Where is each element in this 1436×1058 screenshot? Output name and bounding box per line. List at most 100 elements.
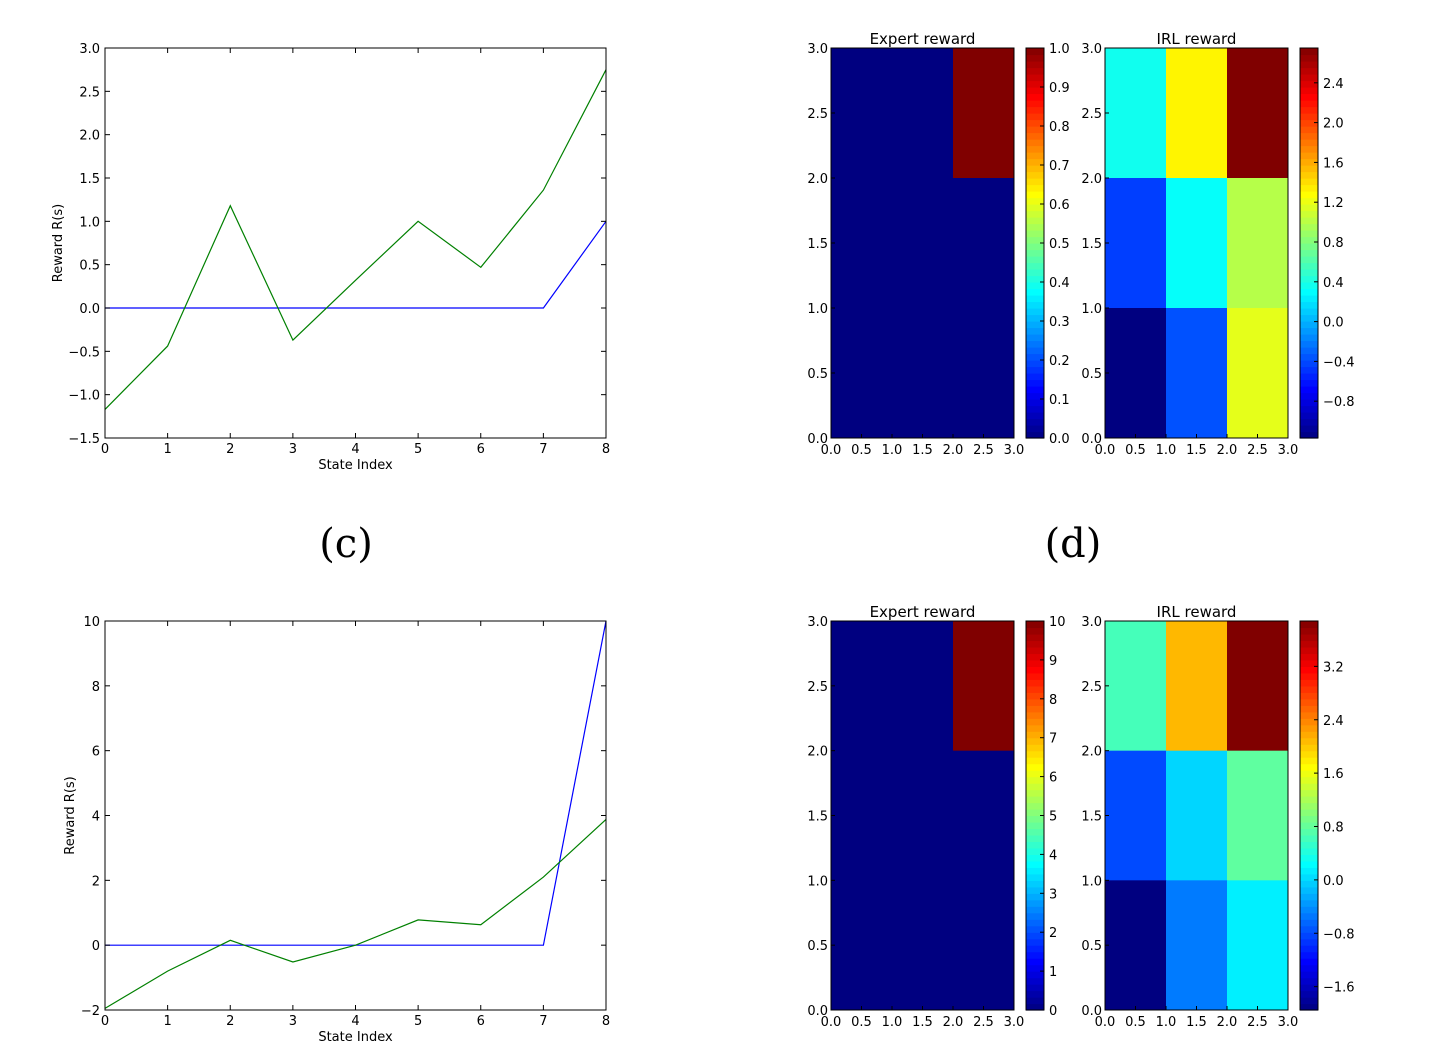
x-tick-label: 0.0 bbox=[1095, 443, 1116, 458]
heatmap-cell bbox=[831, 880, 893, 1011]
colorbar-tick-label: 0.5 bbox=[1049, 237, 1070, 252]
colorbar-segment bbox=[1026, 74, 1044, 82]
colorbar-segment bbox=[1026, 87, 1044, 95]
plot-frame bbox=[104, 620, 607, 1011]
heatmap-cell bbox=[1166, 178, 1228, 309]
colorbar-segment bbox=[1026, 744, 1044, 752]
colorbar-segment bbox=[1026, 893, 1044, 901]
colorbar-segment bbox=[1026, 867, 1044, 875]
colorbar-segment bbox=[1026, 373, 1044, 381]
colorbar-segment bbox=[1300, 938, 1318, 946]
colorbar-segment bbox=[1300, 841, 1318, 849]
heatmap-cell bbox=[1166, 48, 1228, 179]
colorbar-segment bbox=[1026, 48, 1044, 56]
x-tick-label: 0.5 bbox=[1125, 1015, 1146, 1030]
colorbar-segment bbox=[1026, 275, 1044, 283]
heatmap-cell bbox=[1227, 178, 1289, 309]
colorbar-segment bbox=[1026, 828, 1044, 836]
x-tick-label: 5 bbox=[414, 1014, 422, 1029]
colorbar-segment bbox=[1026, 757, 1044, 765]
colorbar-segment bbox=[1300, 275, 1318, 283]
colorbar-tick-label: 2.4 bbox=[1323, 77, 1344, 92]
colorbar-segment bbox=[1026, 705, 1044, 713]
colorbar-segment bbox=[1300, 809, 1318, 817]
colorbar-tick-label: 0.0 bbox=[1323, 316, 1344, 331]
x-tick-label: 2 bbox=[226, 1014, 234, 1029]
colorbar-tick-label: −1.6 bbox=[1323, 981, 1355, 996]
heatmap-cell bbox=[831, 621, 893, 752]
colorbar-segment bbox=[1300, 633, 1318, 642]
colorbar-segment bbox=[1026, 841, 1044, 849]
y-tick-label: −1.0 bbox=[68, 389, 100, 404]
heatmap-expert-bottom: Expert reward 0.0 0.5 1.0 1.5 2.0 2.5 3.0 0.0 0.5… bbox=[807, 603, 1065, 1030]
heatmap-cell bbox=[1227, 48, 1289, 179]
y-tick-label: 2.5 bbox=[1081, 680, 1102, 695]
colorbar-segment bbox=[1026, 340, 1044, 348]
series-line-1 bbox=[104, 69, 607, 410]
colorbar-segment bbox=[1300, 731, 1318, 739]
heatmap-cell bbox=[1105, 621, 1167, 752]
heatmap-cell bbox=[892, 750, 954, 881]
colorbar-segment bbox=[1026, 178, 1044, 186]
colorbar-segment bbox=[1300, 405, 1318, 413]
colorbar-segment bbox=[1026, 119, 1044, 127]
colorbar-segment bbox=[1300, 54, 1318, 62]
x-tick-label: 0 bbox=[101, 442, 109, 457]
y-tick-label: 2.0 bbox=[807, 172, 828, 187]
colorbar-segment bbox=[1026, 295, 1044, 303]
colorbar-segment bbox=[1300, 990, 1318, 998]
colorbar-tick-label: −0.8 bbox=[1323, 927, 1355, 942]
y-tick-label: 0.0 bbox=[1081, 1004, 1102, 1019]
x-tick-label: 6 bbox=[477, 442, 485, 457]
heatmap-cell bbox=[1227, 750, 1289, 881]
colorbar-segment bbox=[1300, 165, 1318, 173]
colorbar-segment bbox=[1026, 80, 1044, 88]
colorbar-tick-label: 1 bbox=[1049, 965, 1057, 980]
x-tick-label: 2.0 bbox=[943, 443, 964, 458]
heatmap-cell bbox=[1166, 750, 1228, 881]
colorbar-segment bbox=[1026, 184, 1044, 192]
y-tick-label: 2.0 bbox=[1081, 172, 1102, 187]
colorbar-tick-label: 1.6 bbox=[1323, 767, 1344, 782]
x-tick-label: 1.0 bbox=[882, 443, 903, 458]
colorbar-segment bbox=[1300, 87, 1318, 95]
colorbar-segment bbox=[1300, 925, 1318, 933]
colorbar-segment bbox=[1300, 964, 1318, 972]
y-tick-label: 2 bbox=[92, 874, 100, 889]
heatmap-title: IRL reward bbox=[1157, 603, 1237, 621]
colorbar-segment bbox=[1300, 750, 1318, 758]
colorbar-segment bbox=[1026, 724, 1044, 732]
colorbar-segment bbox=[1026, 809, 1044, 817]
colorbar-segment bbox=[1300, 783, 1318, 791]
colorbar-segment bbox=[1300, 431, 1318, 439]
colorbar-segment bbox=[1300, 399, 1318, 407]
colorbar-segment bbox=[1026, 971, 1044, 979]
colorbar-tick-label: 0.9 bbox=[1049, 81, 1070, 96]
colorbar-tick-label: 0.4 bbox=[1049, 276, 1070, 291]
colorbar-segment bbox=[1300, 327, 1318, 335]
heatmap-cell bbox=[1227, 621, 1289, 752]
colorbar-tick-label: 10 bbox=[1049, 615, 1066, 630]
colorbar-segment bbox=[1026, 93, 1044, 101]
colorbar-segment bbox=[1026, 236, 1044, 244]
colorbar-segment bbox=[1300, 256, 1318, 264]
x-tick-label: 3.0 bbox=[1004, 1015, 1025, 1030]
colorbar-segment bbox=[1300, 867, 1318, 875]
heatmap-cell bbox=[1105, 178, 1167, 309]
colorbar-tick-label: −0.8 bbox=[1323, 395, 1355, 410]
colorbar-segment bbox=[1300, 347, 1318, 355]
y-tick-label: 0.0 bbox=[807, 432, 828, 447]
colorbar-segment bbox=[1300, 230, 1318, 238]
heatmap-cell bbox=[831, 48, 893, 179]
colorbar-segment bbox=[1300, 802, 1318, 810]
colorbar-segment bbox=[1026, 679, 1044, 687]
colorbar-segment bbox=[1026, 334, 1044, 342]
x-tick-label: 5 bbox=[414, 442, 422, 457]
colorbar-segment bbox=[1300, 379, 1318, 387]
colorbar-segment bbox=[1300, 295, 1318, 303]
heatmap-cell bbox=[892, 621, 954, 752]
colorbar-segment bbox=[1026, 685, 1044, 693]
x-tick-label: 3 bbox=[289, 1014, 297, 1029]
x-tick-label: 6 bbox=[477, 1014, 485, 1029]
colorbar-segment bbox=[1026, 737, 1044, 745]
